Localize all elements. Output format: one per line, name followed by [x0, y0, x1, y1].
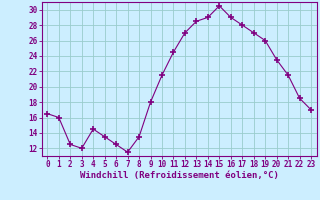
X-axis label: Windchill (Refroidissement éolien,°C): Windchill (Refroidissement éolien,°C): [80, 171, 279, 180]
